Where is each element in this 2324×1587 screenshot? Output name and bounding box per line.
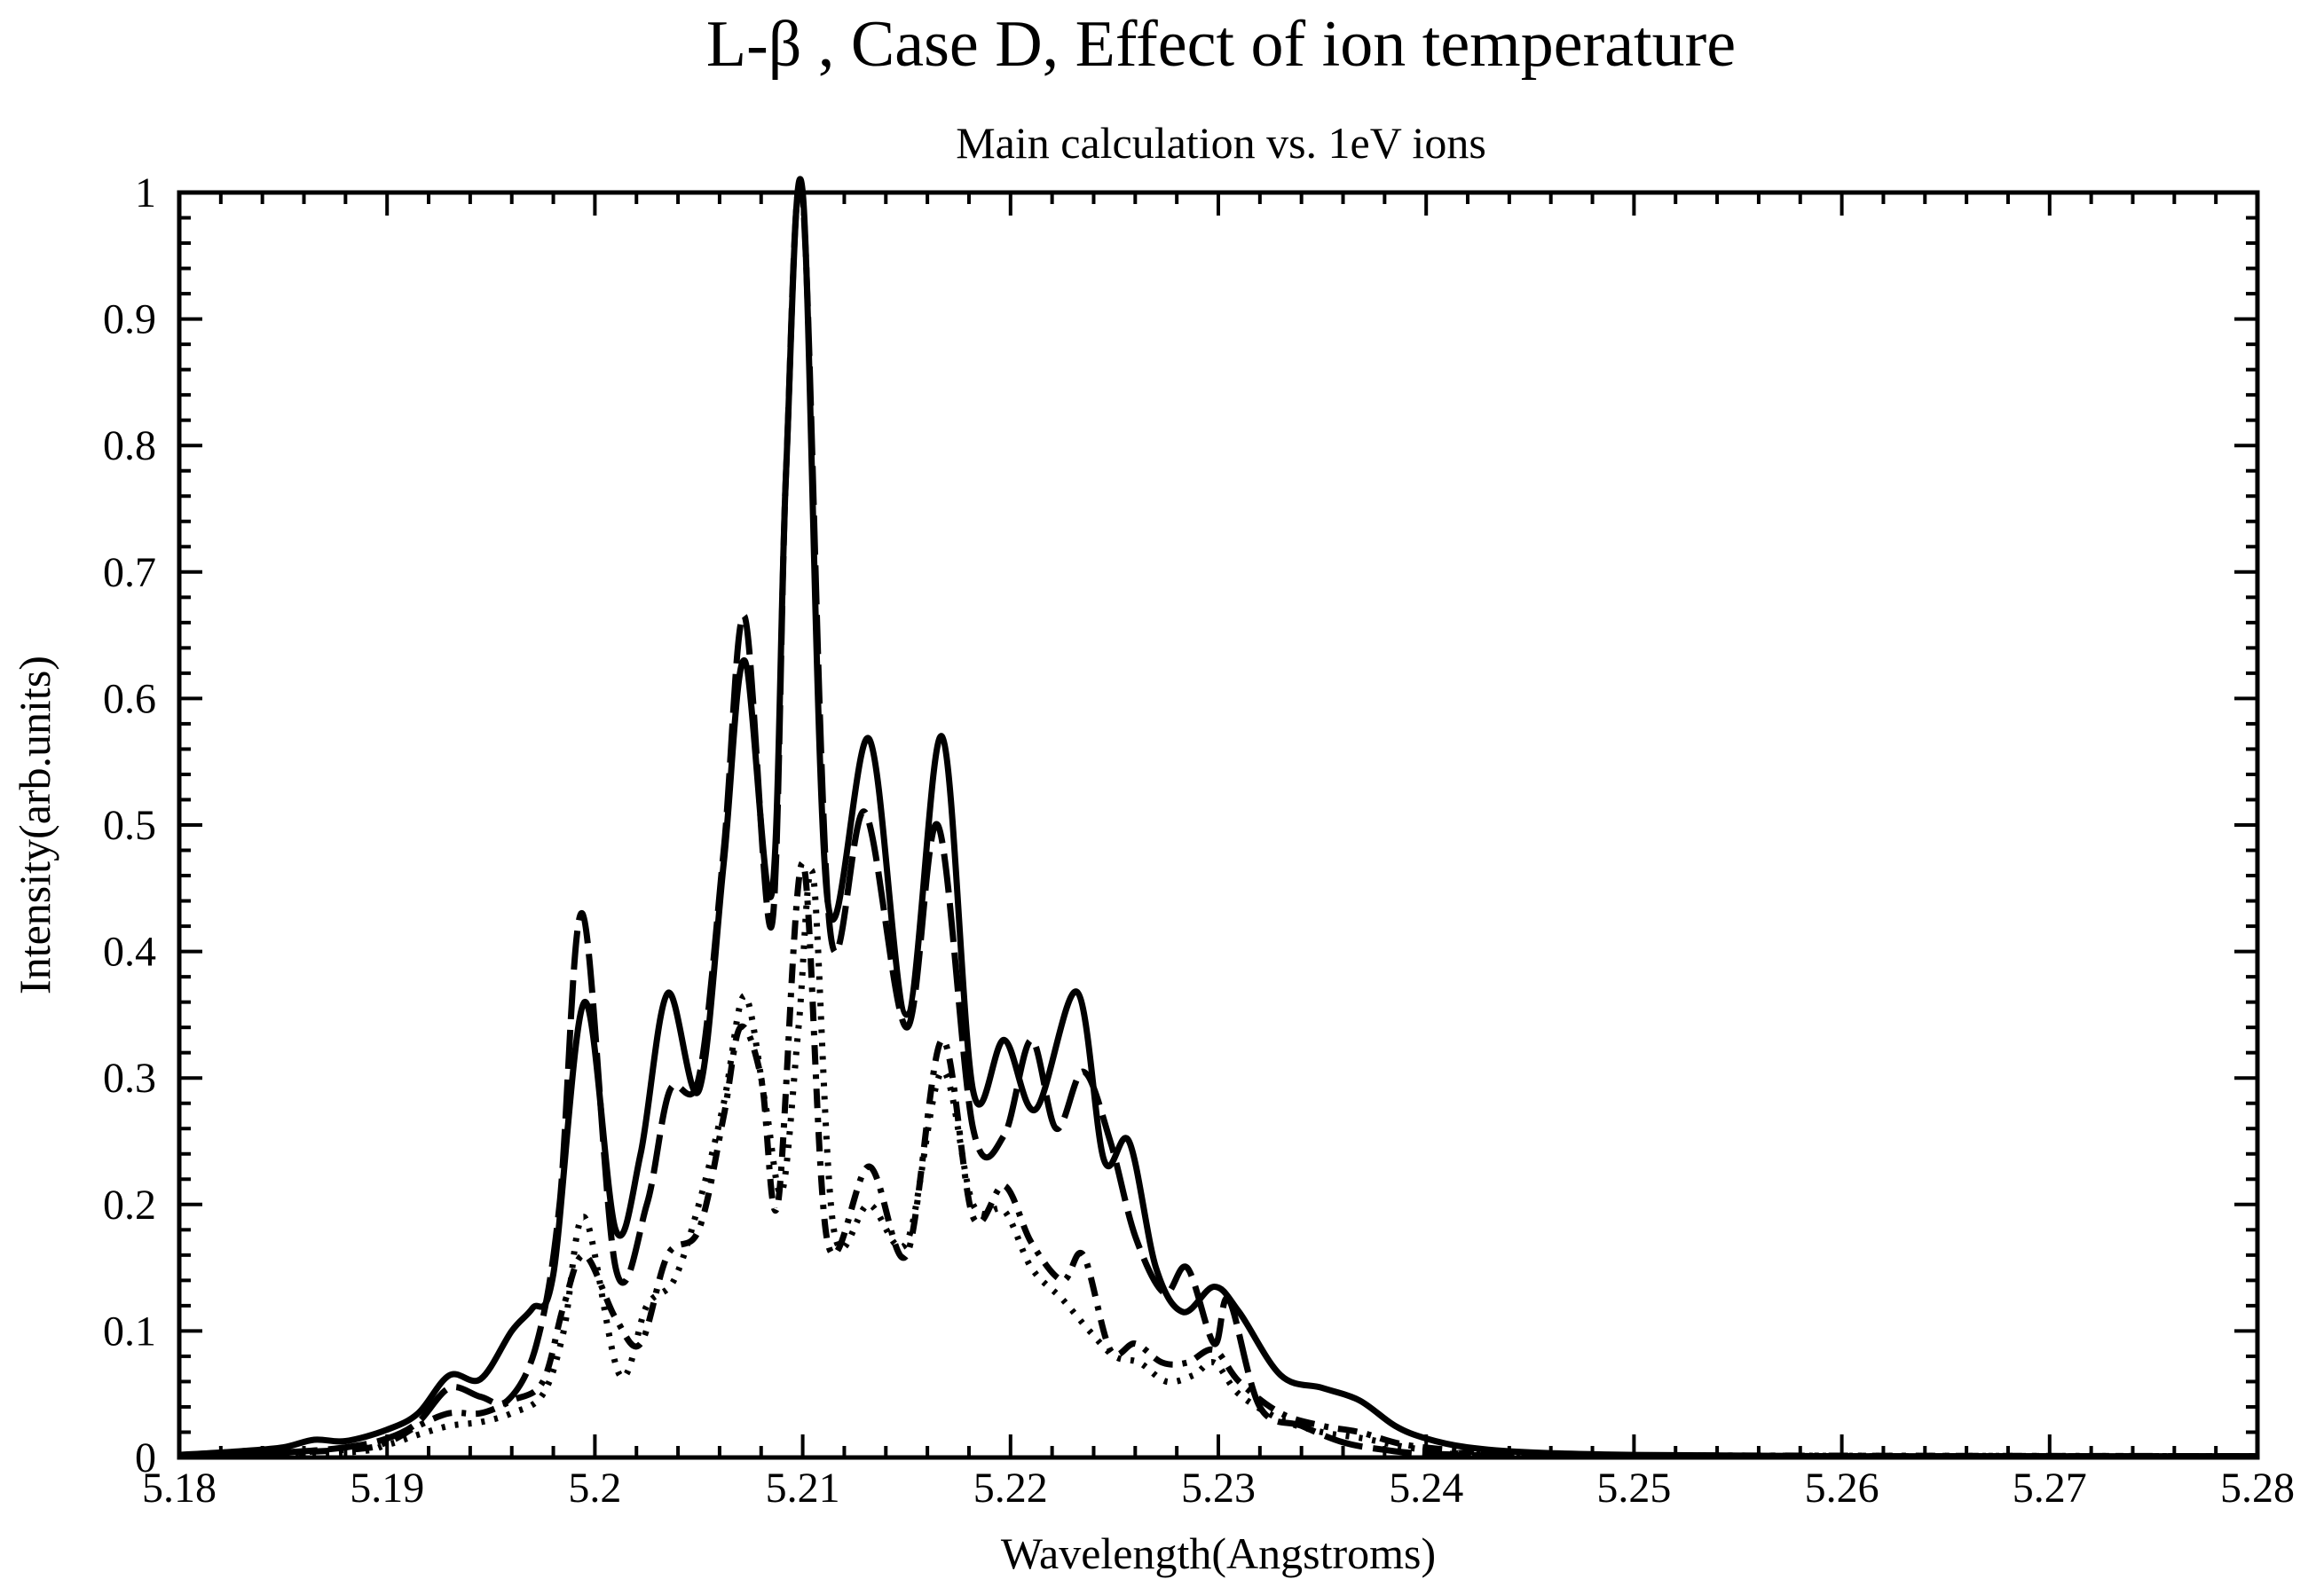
y-tick-label: 0.9 xyxy=(103,296,156,343)
x-tick-label: 5.28 xyxy=(2220,1465,2295,1512)
x-tick-label: 5.23 xyxy=(1181,1465,1256,1512)
x-tick-label: 5.21 xyxy=(766,1465,840,1512)
x-axis-label: Wavelength(Angstroms) xyxy=(1001,1528,1436,1578)
y-tick-label: 0.2 xyxy=(103,1182,156,1229)
x-tick-label: 5.25 xyxy=(1596,1465,1671,1512)
y-tick-label: 0.7 xyxy=(103,549,156,596)
y-tick-label: 0.1 xyxy=(103,1308,156,1355)
chart-subtitle: Main calculation vs. 1eV ions xyxy=(956,118,1486,168)
y-axis-label: Intensity(arb.units) xyxy=(10,656,59,994)
series-layer xyxy=(178,176,2258,1460)
x-tick-label: 5.27 xyxy=(2013,1465,2087,1512)
y-tick-label: 0.5 xyxy=(103,802,156,849)
series-line-solid xyxy=(178,176,2258,1460)
axis-ticks xyxy=(177,191,2259,1459)
series-line-dotted xyxy=(178,867,2258,1460)
plot-frame xyxy=(177,190,2260,1460)
x-tick-label: 5.2 xyxy=(568,1465,621,1512)
y-tick-label: 0.3 xyxy=(103,1055,156,1102)
x-tick-label: 5.19 xyxy=(350,1465,424,1512)
series-line-long-dash xyxy=(178,180,2257,1460)
x-tick-label: 5.22 xyxy=(973,1465,1048,1512)
x-tick-label: 5.18 xyxy=(142,1465,217,1512)
x-tick-label: 5.26 xyxy=(1805,1465,1879,1512)
y-tick-label: 0.6 xyxy=(103,675,156,722)
y-tick-label: 1 xyxy=(135,169,156,216)
chart-title: L-β , Case D, Effect of ion temperature xyxy=(706,8,1736,81)
y-tick-label: 0 xyxy=(135,1434,156,1481)
y-tick-label: 0.4 xyxy=(103,929,156,976)
y-tick-labels: 0 0.1 0.2 0.3 0.4 0.5 0.6 0.7 0.8 0.9 1 xyxy=(103,169,156,1481)
series-line-dash-dot xyxy=(178,860,2258,1460)
x-tick-labels: 5.18 5.19 5.2 5.21 5.22 5.23 5.24 5.25 5.26 5.27 5… xyxy=(142,1465,2295,1512)
y-tick-label: 0.8 xyxy=(103,422,156,469)
x-tick-label: 5.24 xyxy=(1389,1465,1463,1512)
